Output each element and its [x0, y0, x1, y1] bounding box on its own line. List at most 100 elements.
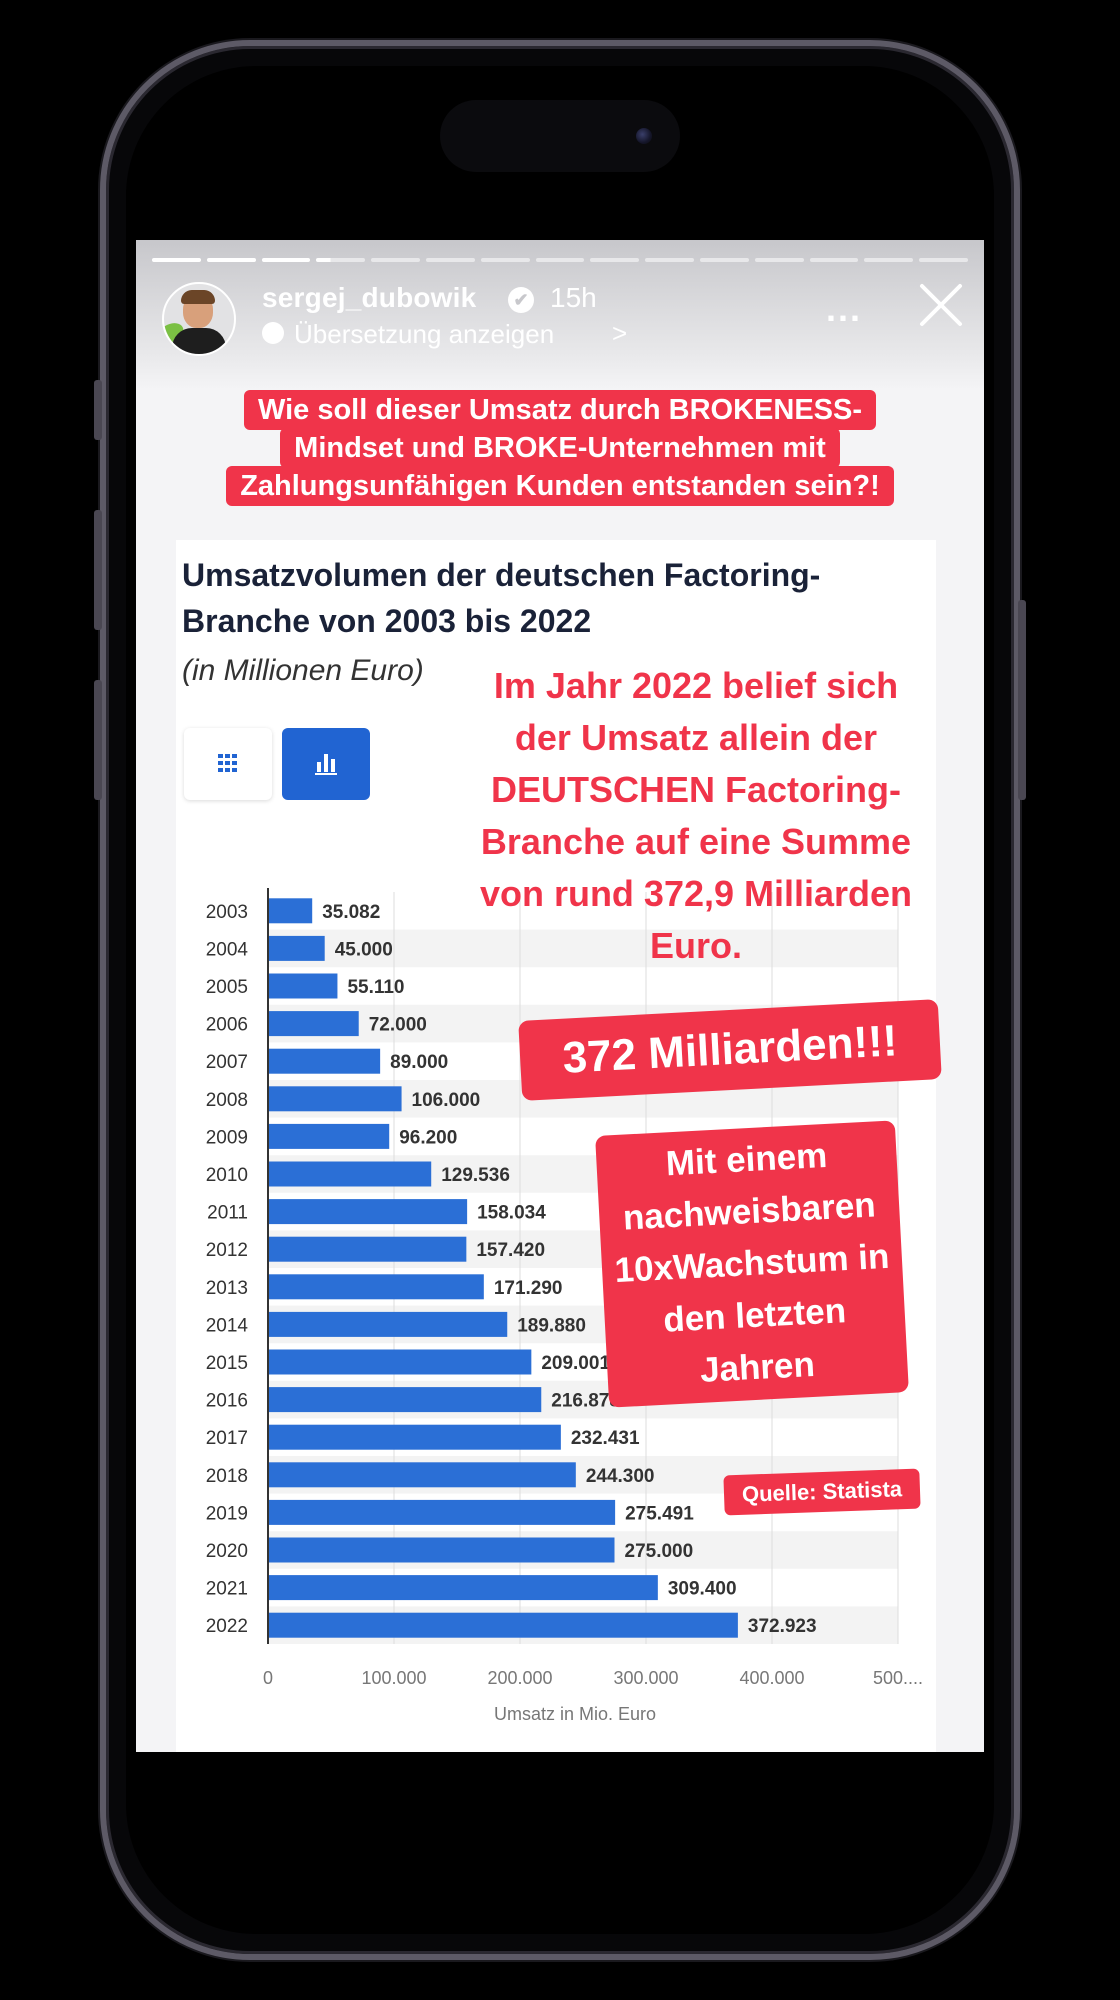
front-camera	[636, 128, 652, 144]
chart-category-label: 2004	[206, 939, 249, 960]
chart-value-label: 45.000	[335, 939, 393, 960]
chart-value-label: 72.000	[369, 1015, 427, 1036]
progress-segment	[645, 258, 694, 262]
chart-title-line-2: Branche von 2003 bis 2022	[182, 603, 592, 639]
chart-category-label: 2015	[206, 1353, 248, 1374]
chart-value-label: 216.878	[551, 1391, 620, 1412]
chart-subtitle: (in Millionen Euro)	[182, 654, 424, 687]
chevron-right-icon: >	[612, 318, 628, 348]
chart-category-label: 2007	[206, 1052, 248, 1073]
progress-segment	[809, 258, 859, 262]
chart-value-label: 372.923	[748, 1616, 817, 1637]
more-icon[interactable]: ...	[826, 288, 863, 329]
overlay-statement: Im Jahr 2022 belief sich der Umsatz alle…	[446, 660, 946, 972]
username[interactable]: sergej_dubowik	[262, 282, 477, 313]
chart-value-label: 232.431	[571, 1428, 640, 1449]
chart-x-tick-label: 500....	[873, 1668, 923, 1688]
chart-title-line-1: Umsatzvolumen der deutschen Factoring-	[182, 557, 821, 593]
chart-value-label: 244.300	[586, 1466, 655, 1487]
story-progress-bar	[152, 258, 968, 262]
chart-category-label: 2020	[206, 1541, 248, 1562]
chart-bar	[268, 1612, 738, 1638]
chart-category-label: 2017	[206, 1428, 248, 1449]
overlay-line: Im Jahr 2022 belief sich	[493, 665, 899, 706]
overlay-line: von rund 372,9 Milliarden	[479, 873, 913, 914]
chart-bar	[268, 1311, 508, 1337]
chart-category-label: 2005	[206, 977, 248, 998]
chart-value-label: 189.880	[517, 1315, 586, 1336]
chart-x-tick-label: 0	[263, 1668, 273, 1688]
phone-power-button	[1018, 600, 1026, 800]
chart-bar	[268, 1161, 432, 1187]
progress-segment	[590, 258, 640, 262]
story-header-gradient	[136, 240, 984, 390]
overlay-line: DEUTSCHEN Factoring-	[490, 769, 901, 810]
chart-category-label: 2021	[206, 1579, 248, 1600]
chart-value-label: 157.420	[476, 1240, 545, 1261]
overlay-line: Branche auf eine Summe	[480, 821, 912, 862]
chart-category-label: 2010	[206, 1165, 248, 1186]
chart-category-label: 2008	[206, 1090, 248, 1111]
progress-segment	[535, 258, 585, 262]
progress-segment	[316, 258, 366, 262]
chart-value-label: 171.290	[494, 1278, 563, 1299]
chart-category-label: 2013	[206, 1278, 248, 1299]
chart-x-tick-label: 300.000	[613, 1668, 678, 1688]
translate-icon	[262, 322, 284, 344]
chart-bar	[268, 1011, 359, 1037]
chart-bar	[268, 1274, 484, 1300]
chart-bar	[268, 1048, 381, 1074]
progress-segment	[480, 258, 530, 262]
chart-bar	[268, 1199, 468, 1225]
chart-value-label: 106.000	[412, 1090, 481, 1111]
chart-bar	[268, 973, 338, 999]
chart-category-label: 2012	[206, 1240, 248, 1261]
sticker-source: Quelle: Statista	[723, 1468, 921, 1516]
chart-bar	[268, 1499, 616, 1525]
chart-bar	[268, 1349, 532, 1375]
chart-bar	[268, 1462, 576, 1488]
chart-category-label: 2011	[207, 1203, 248, 1224]
phone-volume-up-button	[94, 510, 102, 630]
progress-segment	[261, 258, 311, 262]
chart-category-label: 2016	[206, 1391, 248, 1412]
chart-category-label: 2003	[206, 902, 248, 923]
chart-bar	[268, 1424, 561, 1450]
story-screen[interactable]: sergej_dubowik ✔ 15h Übersetzung anzeige…	[136, 240, 984, 1752]
chart-value-label: 55.110	[347, 977, 404, 998]
chart-value-label: 209.001	[541, 1353, 610, 1374]
chart-value-label: 275.491	[625, 1503, 694, 1524]
progress-segment	[152, 258, 201, 262]
chart-x-tick-label: 400.000	[739, 1668, 804, 1688]
chart-x-tick-label: 200.000	[487, 1668, 552, 1688]
chart-category-label: 2009	[206, 1127, 248, 1148]
avatar[interactable]	[162, 282, 236, 356]
progress-segment	[919, 258, 968, 262]
phone-volume-down-button	[94, 680, 102, 800]
close-icon[interactable]	[916, 280, 966, 330]
overlay-line: der Umsatz allein der	[514, 717, 878, 758]
progress-segment	[864, 258, 914, 262]
chart-value-label: 35.082	[322, 902, 380, 923]
chart-value-label: 89.000	[390, 1052, 448, 1073]
grid-icon	[218, 754, 237, 772]
table-view-button[interactable]	[184, 728, 272, 800]
chart-category-label: 2022	[206, 1616, 248, 1637]
progress-segment	[699, 258, 749, 262]
chart-category-label: 2018	[206, 1466, 248, 1487]
avatar-hair	[181, 290, 215, 304]
chart-bar	[268, 935, 325, 961]
translate-link[interactable]: Übersetzung anzeigen	[294, 319, 555, 349]
progress-segment	[206, 258, 256, 262]
progress-segment	[754, 258, 804, 262]
chart-view-button[interactable]	[282, 728, 370, 800]
sticker-growth: Mit einem nachweisbaren 10xWachstum in d…	[595, 1120, 909, 1408]
chart-category-label: 2019	[206, 1503, 248, 1524]
banner-line-3: Zahlungsunfähigen Kunden entstanden sein…	[226, 466, 894, 506]
progress-segment	[425, 258, 475, 262]
chart-value-label: 275.000	[625, 1541, 694, 1562]
phone-action-button	[94, 380, 102, 440]
verified-badge-icon: ✔	[508, 287, 534, 313]
question-banner: Wie soll dieser Umsatz durch BROKENESS- …	[156, 390, 964, 506]
chart-bar	[268, 1575, 658, 1601]
